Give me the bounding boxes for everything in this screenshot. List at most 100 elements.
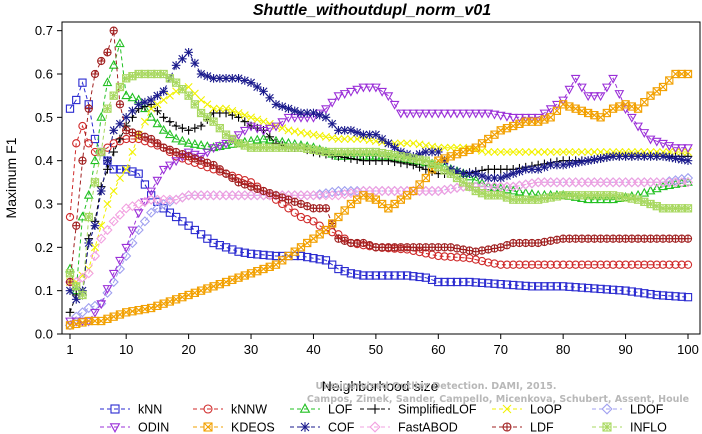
- data-point-knn: [140, 180, 150, 189]
- legend-marker: [203, 404, 213, 414]
- data-point-lof: [258, 133, 269, 143]
- data-point-fastabod: [89, 250, 101, 262]
- data-point-simplifiedlof: [165, 117, 175, 126]
- data-point-kdeos: [334, 212, 343, 222]
- data-point-knnw: [490, 259, 499, 268]
- data-point-knn: [565, 282, 574, 291]
- data-point-loop: [490, 148, 499, 156]
- data-point-knn: [608, 285, 618, 294]
- data-point-knn: [271, 251, 281, 261]
- data-point-odin: [402, 109, 412, 119]
- data-point-cof: [140, 97, 150, 107]
- data-point-loop: [247, 113, 256, 122]
- data-point-odin: [570, 74, 581, 84]
- data-point-knn: [421, 273, 430, 282]
- data-point-loop: [571, 148, 580, 156]
- data-point-cof: [128, 106, 137, 116]
- data-point-odin: [564, 85, 575, 95]
- data-point-lof: [639, 187, 650, 197]
- data-point-loop: [284, 126, 293, 135]
- data-point-loop: [209, 104, 218, 113]
- data-point-simplifiedlof: [265, 132, 275, 142]
- data-point-knn: [515, 281, 524, 290]
- data-point-inflo: [97, 147, 106, 157]
- data-point-knn: [115, 165, 125, 174]
- data-point-simplifiedlof: [184, 126, 193, 135]
- credit-overlap: Unsupervised Outlier Detection. DAMI, 20…: [316, 381, 557, 392]
- data-point-ldof: [114, 263, 126, 275]
- data-point-simplifiedlof: [415, 162, 424, 172]
- data-point-odin: [252, 124, 263, 134]
- y-tick-label: 0.0: [35, 327, 53, 342]
- data-point-cof: [515, 167, 524, 176]
- data-point-knnw: [284, 204, 293, 213]
- legend-item-lof: LOF: [290, 403, 353, 417]
- legend-item-ldof: LDOF: [592, 403, 664, 417]
- data-point-loop: [321, 132, 330, 141]
- data-point-odin: [283, 113, 294, 123]
- data-point-knn: [671, 292, 680, 301]
- legend-label: LDOF: [630, 403, 664, 417]
- data-point-ldf: [115, 100, 125, 109]
- data-point-cof: [664, 153, 674, 162]
- legend-item-ldf: LDF: [492, 421, 554, 434]
- data-point-odin: [133, 209, 144, 219]
- legend-label: LDF: [530, 421, 554, 434]
- data-point-knnw: [72, 139, 81, 148]
- data-point-knn: [490, 279, 499, 288]
- data-point-knn: [477, 278, 487, 288]
- data-point-knn: [72, 95, 81, 105]
- data-point-knnw: [633, 260, 643, 269]
- legend-item-odin: ODIN: [100, 421, 169, 434]
- data-point-inflo: [72, 282, 81, 291]
- data-point-knn: [265, 251, 274, 260]
- data-point-odin: [601, 83, 612, 93]
- data-point-knn: [446, 277, 455, 287]
- data-point-odin: [377, 87, 388, 97]
- legend-marker: [299, 403, 311, 413]
- data-point-inflo: [452, 173, 462, 183]
- data-point-lof: [90, 155, 100, 165]
- data-point-cof: [153, 91, 162, 100]
- data-point-knnw: [315, 221, 324, 230]
- data-point-odin: [352, 85, 363, 95]
- legend-item-fastabod: FastABOD: [360, 421, 458, 434]
- x-tick-label: 90: [618, 342, 632, 357]
- data-point-lof: [152, 118, 163, 128]
- data-point-knn: [665, 291, 674, 301]
- data-point-cof: [683, 156, 693, 165]
- data-point-odin: [158, 165, 169, 175]
- x-tick-label: 10: [119, 342, 133, 357]
- data-point-loop: [97, 221, 106, 230]
- legend-item-loop: LoOP: [492, 403, 562, 417]
- legend-item-kdeos: KDEOS: [193, 421, 275, 434]
- legend-label: kNNW: [231, 403, 267, 417]
- data-point-knn: [652, 290, 661, 300]
- y-tick-label: 0.3: [35, 197, 53, 212]
- data-point-odin: [470, 109, 481, 119]
- data-point-knnw: [471, 255, 480, 264]
- data-point-knnw: [640, 260, 649, 269]
- x-tick-label: 50: [369, 342, 383, 357]
- data-point-cof: [352, 128, 362, 137]
- data-point-ldf: [84, 104, 93, 113]
- data-point-ldf: [97, 56, 106, 66]
- data-point-loop: [440, 143, 449, 152]
- data-point-knn: [78, 78, 87, 87]
- series-ldf: [65, 26, 693, 287]
- data-point-inflo: [190, 100, 199, 109]
- data-point-loop: [309, 130, 318, 139]
- legend-marker: [502, 422, 512, 432]
- data-point-loop: [590, 148, 599, 156]
- data-point-knn: [427, 275, 437, 284]
- data-point-odin: [614, 90, 625, 99]
- data-point-knn: [434, 277, 443, 287]
- data-point-odin: [127, 226, 138, 236]
- data-point-odin: [495, 111, 506, 121]
- data-point-odin: [545, 105, 556, 115]
- data-point-knn: [552, 282, 562, 291]
- data-point-inflo: [65, 269, 75, 278]
- legend-label: KDEOS: [231, 421, 275, 434]
- data-point-odin: [221, 139, 231, 149]
- data-point-loop: [346, 135, 355, 143]
